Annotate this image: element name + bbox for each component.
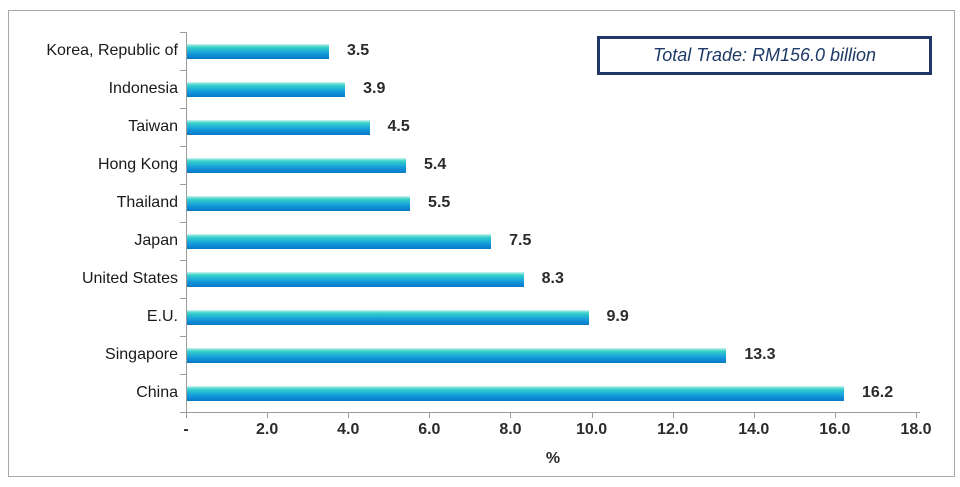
x-tick-label: 16.0 <box>819 421 851 438</box>
y-tick-mark <box>180 260 186 261</box>
y-tick-mark <box>180 70 186 71</box>
y-tick-mark <box>180 374 186 375</box>
value-label: 7.5 <box>509 232 532 249</box>
value-label: 4.5 <box>387 118 410 135</box>
x-tick-label: 12.0 <box>657 421 689 438</box>
x-tick-mark <box>672 413 674 418</box>
bar <box>187 347 727 363</box>
y-tick-mark <box>180 298 186 299</box>
category-label: Korea, Republic of <box>46 42 178 59</box>
value-label: 16.2 <box>862 384 894 401</box>
total-trade-box: Total Trade: RM156.0 billion <box>597 36 932 75</box>
bar <box>187 119 370 135</box>
x-tick-label: 2.0 <box>255 421 279 438</box>
y-tick-mark <box>180 336 186 337</box>
x-tick-mark <box>186 413 187 418</box>
x-tick-label: 8.0 <box>499 421 522 438</box>
category-label: United States <box>81 270 178 287</box>
y-tick-mark <box>180 222 186 223</box>
x-tick-mark <box>429 413 431 418</box>
total-trade-text: Total Trade: RM156.0 billion <box>652 45 877 65</box>
y-tick-mark <box>180 184 186 185</box>
category-label: Japan <box>134 232 178 249</box>
category-label: Thailand <box>116 194 178 211</box>
x-tick-label: 18.0 <box>900 421 932 438</box>
y-tick-mark <box>180 412 186 413</box>
value-label: 9.9 <box>606 308 629 325</box>
x-axis-title: % <box>545 450 561 467</box>
x-tick-mark <box>916 413 917 418</box>
category-label: Singapore <box>105 346 178 363</box>
bar <box>187 233 492 249</box>
x-tick-label: 10.0 <box>575 421 608 438</box>
bar <box>187 81 346 97</box>
x-tick-mark <box>510 413 512 418</box>
category-label: China <box>136 384 178 401</box>
category-label: Hong Kong <box>97 156 178 173</box>
bar <box>187 157 406 173</box>
x-tick-label: 4.0 <box>337 421 360 438</box>
bar <box>187 271 524 287</box>
x-tick-mark <box>348 413 350 418</box>
x-tick-mark <box>834 413 836 418</box>
value-label: 8.3 <box>541 270 564 287</box>
category-label: Indonesia <box>108 80 178 97</box>
x-tick-mark <box>591 413 593 418</box>
value-label: 5.4 <box>424 156 447 173</box>
value-label: 5.5 <box>428 194 451 211</box>
x-tick-label: - <box>183 421 189 438</box>
bar <box>187 195 411 211</box>
bar <box>187 309 589 325</box>
value-label: 13.3 <box>744 346 776 363</box>
category-label: Taiwan <box>128 118 178 135</box>
y-tick-mark <box>180 108 186 109</box>
x-tick-label: 14.0 <box>738 421 770 438</box>
y-tick-mark <box>180 146 186 147</box>
x-axis-line <box>186 412 920 413</box>
x-tick-label: 6.0 <box>418 421 441 438</box>
y-tick-mark <box>180 32 186 33</box>
value-label: 3.9 <box>363 80 386 97</box>
x-tick-mark <box>267 413 269 418</box>
x-tick-mark <box>753 413 755 418</box>
value-label: 3.5 <box>346 42 370 59</box>
category-label: E.U. <box>146 308 178 325</box>
bar <box>187 385 844 401</box>
bar <box>187 43 329 59</box>
y-axis-line <box>186 32 187 413</box>
